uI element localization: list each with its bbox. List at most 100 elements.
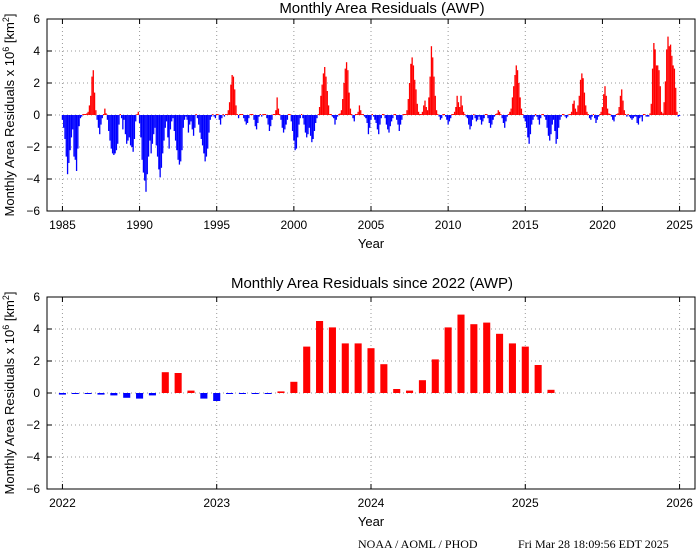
chart-1-xlabel: Year [358, 236, 385, 251]
bar [161, 372, 169, 393]
bar [141, 115, 143, 160]
bar [127, 115, 129, 141]
bar [65, 115, 67, 157]
bar [576, 111, 578, 115]
bar [128, 115, 130, 138]
bar [225, 114, 227, 115]
bar [443, 114, 445, 115]
bar [231, 75, 233, 115]
bar [588, 115, 591, 119]
bar [331, 115, 334, 117]
bar [614, 115, 616, 117]
bar [271, 115, 273, 120]
bar [655, 65, 658, 115]
bar [236, 114, 238, 115]
bar [190, 115, 192, 122]
bar [568, 114, 570, 115]
bar [297, 115, 299, 138]
bar [243, 115, 245, 119]
bar [330, 114, 332, 115]
bar [151, 115, 154, 144]
bar [68, 115, 70, 163]
bar [434, 95, 436, 115]
bar [455, 107, 457, 115]
bar [272, 114, 274, 115]
bar [636, 115, 638, 123]
bar [421, 111, 424, 115]
bar [599, 114, 601, 115]
bar [167, 115, 169, 138]
bar [558, 115, 560, 128]
bar [351, 114, 353, 115]
bar [318, 107, 321, 115]
y-tick-label: 0 [33, 386, 40, 400]
bar [230, 84, 232, 115]
bar [383, 114, 385, 115]
bar [316, 115, 318, 119]
bar [79, 115, 82, 119]
bar [194, 115, 196, 128]
bar [505, 115, 507, 122]
bar [671, 55, 673, 115]
bar [542, 114, 544, 115]
bar [199, 115, 201, 133]
y-tick-label: −6 [26, 482, 40, 496]
bar [369, 115, 371, 128]
bar [171, 115, 173, 122]
bar [609, 114, 611, 115]
bar [338, 114, 340, 115]
bar [415, 89, 417, 115]
bar [431, 359, 439, 393]
bar [244, 115, 246, 122]
bar [524, 115, 526, 122]
bar [426, 110, 429, 115]
y-tick-label: 4 [33, 322, 40, 336]
bar [320, 95, 322, 115]
bar [389, 115, 391, 127]
bar [591, 115, 593, 117]
bar [345, 62, 348, 115]
bar [619, 95, 622, 115]
bar [222, 114, 224, 115]
bar [308, 115, 310, 128]
bar [162, 115, 164, 154]
bar [289, 114, 291, 115]
bar [137, 111, 139, 115]
bar [132, 115, 134, 152]
chart-1-ylabel: Monthly Area Residuals x 106 [km2] [1, 14, 17, 217]
bar [541, 114, 543, 115]
bar [367, 115, 370, 135]
bar [213, 393, 221, 401]
bar [410, 63, 412, 115]
bar [388, 115, 390, 133]
bar [86, 113, 88, 115]
bar [617, 113, 619, 115]
bar [163, 115, 165, 141]
bar [142, 115, 145, 173]
bar [109, 115, 111, 141]
bar [549, 115, 551, 141]
bar [172, 115, 174, 119]
bar [303, 346, 311, 393]
bar [381, 114, 384, 115]
bar [302, 115, 304, 119]
bar [601, 107, 604, 115]
bar [480, 115, 483, 125]
bar [417, 111, 420, 115]
bar [663, 102, 665, 115]
bar [363, 115, 366, 117]
bar [158, 115, 160, 170]
bar [178, 115, 181, 165]
bar [675, 87, 677, 115]
bar [267, 115, 269, 125]
bar [154, 115, 156, 128]
bar [441, 115, 443, 119]
bar [615, 114, 618, 115]
bar [645, 115, 647, 117]
bar [106, 115, 109, 120]
bar [149, 115, 151, 141]
bar [646, 115, 649, 117]
bar [250, 114, 253, 115]
bar [123, 115, 125, 120]
bar [497, 110, 499, 115]
